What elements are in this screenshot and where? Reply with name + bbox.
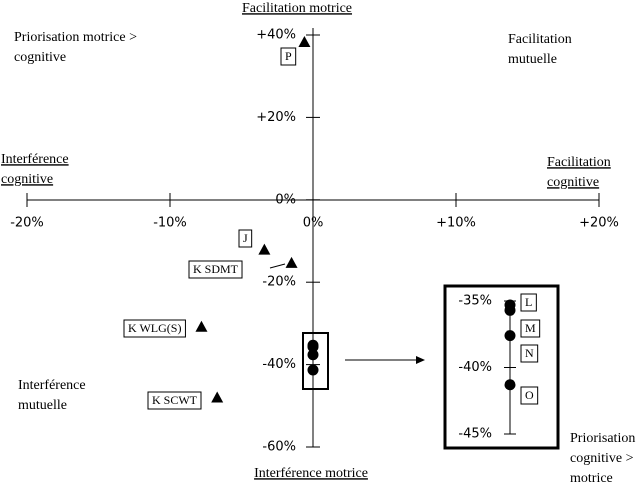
label-box xyxy=(280,47,297,66)
label-box xyxy=(520,344,539,363)
point-label: N xyxy=(525,346,534,360)
inset-tick-label: -35% xyxy=(458,294,492,309)
quadrant-label: mutuelle xyxy=(508,52,557,67)
point-label: J xyxy=(243,231,248,245)
circle-marker xyxy=(307,349,319,361)
axis-label: cognitive xyxy=(547,175,599,190)
triangle-marker xyxy=(298,36,311,48)
point-label: P xyxy=(285,49,292,63)
quadrant-label: motrice xyxy=(570,471,613,484)
x-tick-label: 0% xyxy=(303,216,324,231)
quadrant-label: cognitive > xyxy=(570,451,634,466)
triangle-marker xyxy=(211,391,224,403)
triangle-marker xyxy=(285,256,298,268)
label-box xyxy=(147,391,202,410)
triangle-marker xyxy=(258,243,271,255)
label-box xyxy=(238,229,253,248)
point-label: K WLG(S) xyxy=(128,321,181,335)
x-tick-label: -20% xyxy=(10,216,44,231)
point-label: O xyxy=(525,388,534,402)
zoom-box xyxy=(302,332,329,390)
point-label: K SDMT xyxy=(193,262,239,276)
inset-marker xyxy=(504,304,516,316)
inset-frame xyxy=(443,284,560,450)
quadrant-label: Priorisation xyxy=(570,431,635,446)
axis-label: Facilitation motrice xyxy=(242,1,352,16)
point-label: K SCWT xyxy=(152,393,198,407)
x-tick-label: +10% xyxy=(436,216,476,231)
label-box xyxy=(520,293,537,312)
y-tick-label: +20% xyxy=(256,110,296,125)
label-box xyxy=(188,260,243,279)
quadrant-label: Priorisation motrice > xyxy=(14,30,137,45)
x-tick-label: +20% xyxy=(579,216,619,231)
circle-marker xyxy=(307,341,319,353)
point-label: L xyxy=(525,295,532,309)
zoom-arrowhead xyxy=(416,356,425,364)
inset-tick-label: -45% xyxy=(458,427,492,442)
inset-tick-label: -40% xyxy=(458,360,492,375)
y-tick-label: -20% xyxy=(262,275,296,290)
axis-label: Interférence motrice xyxy=(254,466,368,481)
label-box xyxy=(520,319,541,338)
inset-marker xyxy=(504,379,516,391)
y-tick-label: +40% xyxy=(256,28,296,43)
y-tick-label: -40% xyxy=(262,357,296,372)
y-tick-label: -60% xyxy=(262,440,296,455)
triangle-marker xyxy=(195,320,208,332)
axis-label: Interférence xyxy=(1,152,69,167)
axis-label: cognitive xyxy=(1,172,53,187)
quadrant-label: Facilitation xyxy=(508,32,572,47)
point-label: M xyxy=(525,321,536,335)
label-arrow xyxy=(269,263,286,269)
inset-marker xyxy=(504,330,516,342)
circle-marker xyxy=(307,364,319,376)
label-box xyxy=(520,386,539,405)
quadrant-label: Interférence xyxy=(18,378,86,393)
y-tick-label: 0% xyxy=(275,192,296,207)
quadrant-label: mutuelle xyxy=(18,398,67,413)
x-tick-label: -10% xyxy=(153,216,187,231)
quadrant-label: cognitive xyxy=(14,50,66,65)
axis-label: Facilitation xyxy=(547,155,611,170)
label-box xyxy=(123,319,186,338)
